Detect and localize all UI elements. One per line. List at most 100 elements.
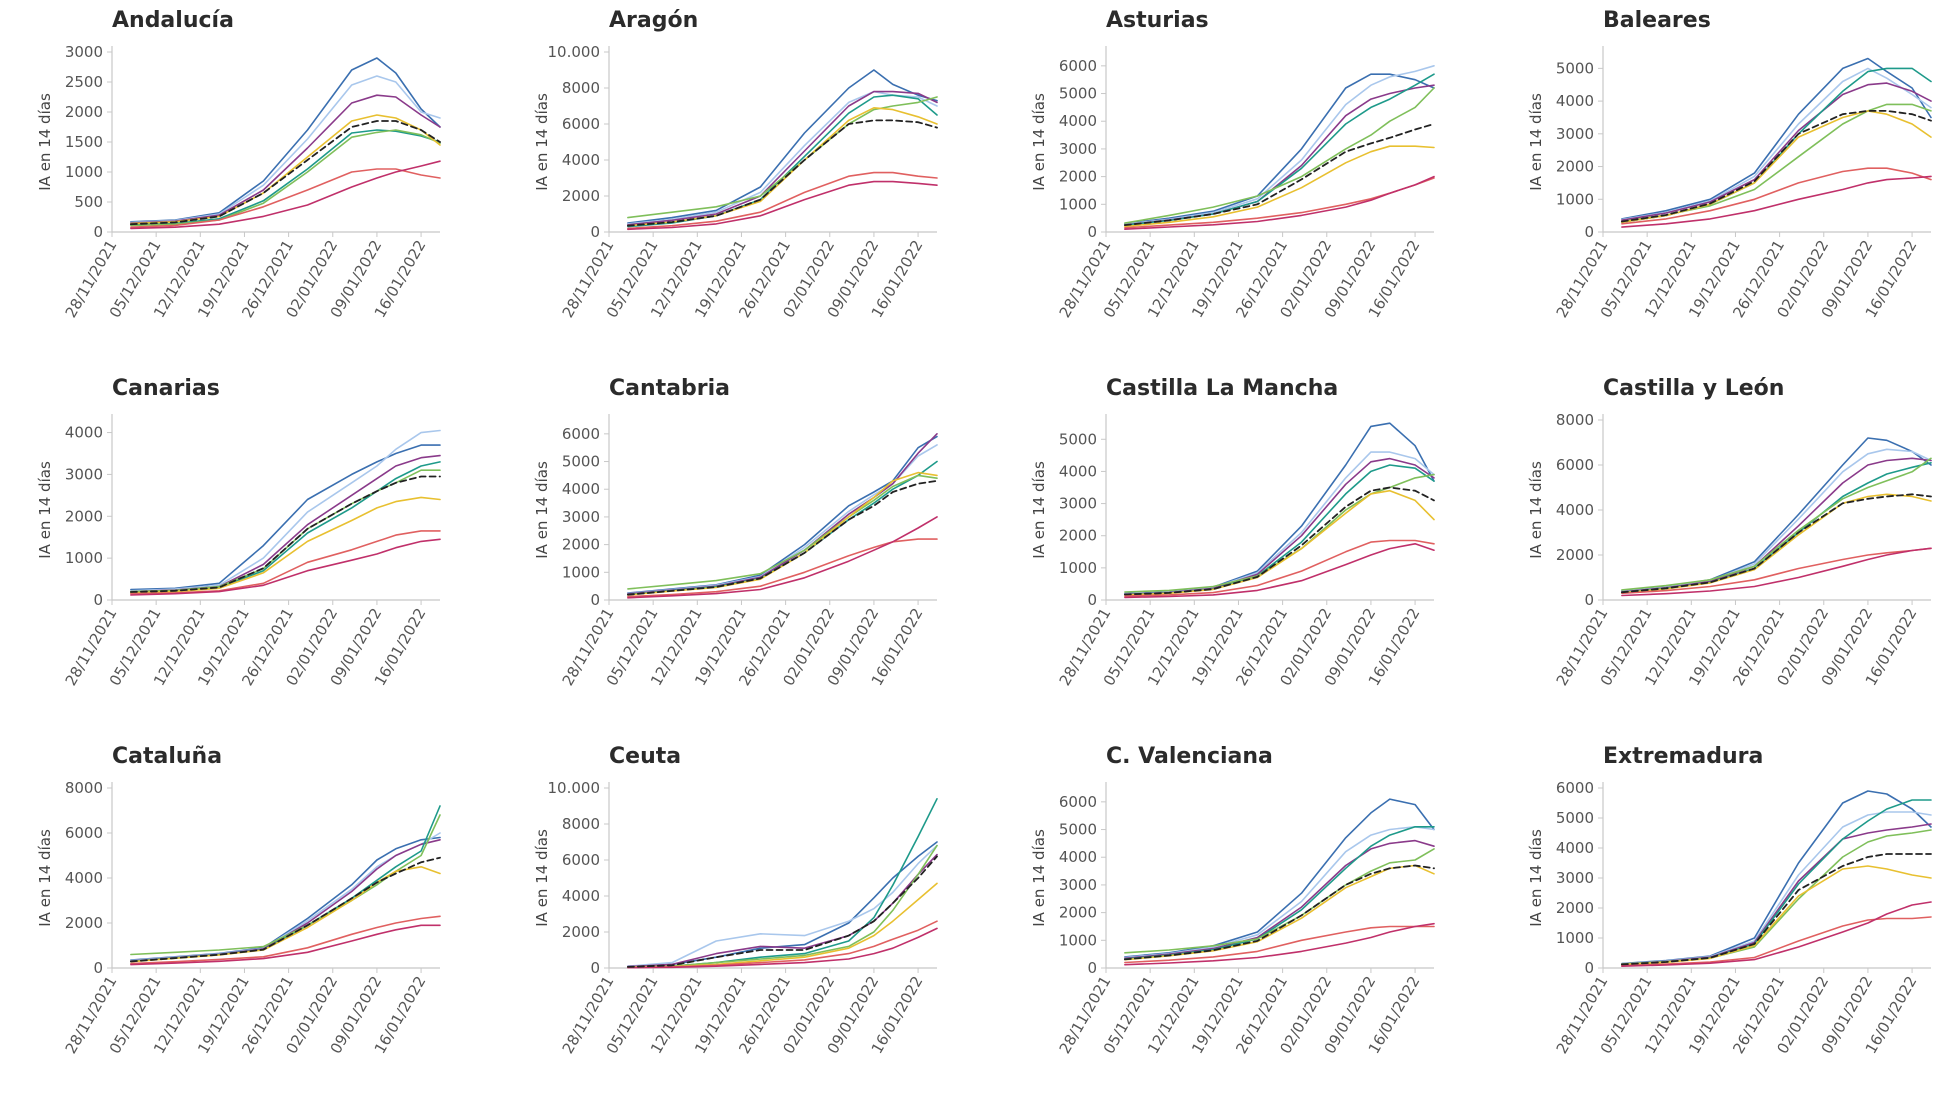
y-axis-label: IA en 14 días bbox=[1030, 93, 1048, 191]
y-tick-label: 0 bbox=[1087, 591, 1097, 609]
series-line bbox=[130, 444, 441, 591]
chart-title: Cantabria bbox=[609, 376, 730, 401]
series-line bbox=[130, 160, 441, 230]
series-line bbox=[1621, 457, 1932, 591]
series-line bbox=[1621, 547, 1932, 597]
series-line bbox=[1124, 839, 1435, 960]
series-line bbox=[130, 915, 441, 965]
series-line bbox=[627, 927, 938, 969]
y-tick-label: 0 bbox=[590, 591, 600, 609]
chart-panel: Andalucía 0 500 1000 1500 2000 2500 3000 IA en 1… bbox=[0, 0, 470, 360]
series-line bbox=[1124, 84, 1435, 226]
y-axis-label: IA en 14 días bbox=[36, 461, 54, 559]
y-axis-label: IA en 14 días bbox=[36, 829, 54, 927]
y-tick-label: 8000 bbox=[65, 779, 103, 797]
series-line bbox=[1621, 547, 1932, 595]
chart-title: Canarias bbox=[112, 376, 220, 401]
y-tick-label: 3000 bbox=[1059, 495, 1097, 513]
series-line bbox=[627, 435, 938, 594]
y-tick-label: 1000 bbox=[65, 549, 103, 567]
chart-title: Cataluña bbox=[112, 744, 223, 769]
y-tick-label: 4000 bbox=[1059, 848, 1097, 866]
y-axis-label: IA en 14 días bbox=[1527, 829, 1545, 927]
series-line bbox=[1620, 110, 1932, 223]
y-tick-label: 10.000 bbox=[548, 779, 601, 797]
series-line bbox=[1620, 493, 1932, 594]
series-line bbox=[130, 924, 441, 966]
y-axis-label: IA en 14 días bbox=[533, 93, 551, 191]
chart-panel: Cataluña 0 2000 4000 6000 8000 IA en 14 días 28… bbox=[0, 736, 470, 1096]
y-tick-label: 3000 bbox=[1556, 125, 1594, 143]
series-line bbox=[1621, 82, 1932, 221]
chart-title: C. Valenciana bbox=[1106, 744, 1273, 769]
y-axis-label: IA en 14 días bbox=[533, 461, 551, 559]
chart-panel: Canarias 0 1000 2000 3000 4000 IA en 14 días 28… bbox=[0, 368, 470, 728]
y-tick-label: 2000 bbox=[1059, 168, 1097, 186]
y-tick-label: 1000 bbox=[1059, 931, 1097, 949]
series-line bbox=[129, 856, 441, 963]
series-line bbox=[1621, 67, 1932, 223]
y-tick-label: 1000 bbox=[65, 163, 103, 181]
series-line bbox=[627, 474, 938, 590]
y-axis-label: IA en 14 días bbox=[1527, 93, 1545, 191]
series-line bbox=[627, 180, 938, 231]
chart-panel: Castilla y León 0 2000 4000 6000 8000 IA en 14… bbox=[1491, 368, 1943, 728]
chart-title: Ceuta bbox=[609, 744, 682, 769]
series-line bbox=[1124, 65, 1435, 225]
series-line bbox=[627, 844, 938, 968]
y-tick-label: 2000 bbox=[1556, 158, 1594, 176]
series-line bbox=[1124, 457, 1435, 595]
y-tick-label: 2000 bbox=[1556, 899, 1594, 917]
series-line bbox=[1621, 811, 1932, 965]
y-tick-label: 500 bbox=[74, 193, 103, 211]
y-tick-label: 10.000 bbox=[548, 43, 601, 61]
series-line bbox=[627, 538, 938, 598]
y-tick-label: 4000 bbox=[65, 869, 103, 887]
chart-title: Castilla La Mancha bbox=[1106, 376, 1339, 401]
y-axis-label: IA en 14 días bbox=[1030, 461, 1048, 559]
series-line bbox=[130, 530, 441, 595]
y-tick-label: 8000 bbox=[562, 815, 600, 833]
y-tick-label: 5000 bbox=[1059, 85, 1097, 103]
series-line bbox=[1621, 175, 1932, 228]
series-line bbox=[627, 882, 938, 968]
y-tick-label: 3000 bbox=[1059, 140, 1097, 158]
y-tick-label: 4000 bbox=[65, 424, 103, 442]
series-line bbox=[130, 866, 441, 963]
y-tick-label: 6000 bbox=[1059, 57, 1097, 75]
y-tick-label: 6000 bbox=[562, 115, 600, 133]
y-tick-label: 3000 bbox=[65, 43, 103, 61]
series-line bbox=[1621, 790, 1932, 965]
chart-title: Baleares bbox=[1603, 8, 1711, 33]
series-line bbox=[627, 90, 938, 226]
series-line bbox=[1124, 539, 1435, 597]
series-line bbox=[627, 516, 938, 599]
y-tick-label: 8000 bbox=[562, 79, 600, 97]
series-line bbox=[1621, 448, 1932, 593]
y-tick-label: 3000 bbox=[1059, 876, 1097, 894]
series-line bbox=[627, 90, 938, 225]
chart-panel: Baleares 0 1000 2000 3000 4000 5000 IA en 14 dí… bbox=[1491, 0, 1943, 360]
series-line bbox=[129, 120, 441, 226]
series-line bbox=[1124, 489, 1435, 596]
chart-panel: Asturias 0 1000 2000 3000 4000 5000 6000 IA en 1… bbox=[994, 0, 1464, 360]
series-line bbox=[130, 129, 441, 226]
series-line bbox=[1123, 864, 1435, 961]
chart-panel: Extremadura 0 1000 2000 3000 4000 5000 6000 IA e… bbox=[1491, 736, 1943, 1096]
y-tick-label: 1000 bbox=[1556, 190, 1594, 208]
series-line bbox=[130, 94, 441, 224]
y-tick-label: 2000 bbox=[562, 536, 600, 554]
y-tick-label: 5000 bbox=[1059, 430, 1097, 448]
series-line bbox=[627, 920, 938, 969]
y-tick-label: 0 bbox=[590, 959, 600, 977]
y-tick-label: 2500 bbox=[65, 73, 103, 91]
